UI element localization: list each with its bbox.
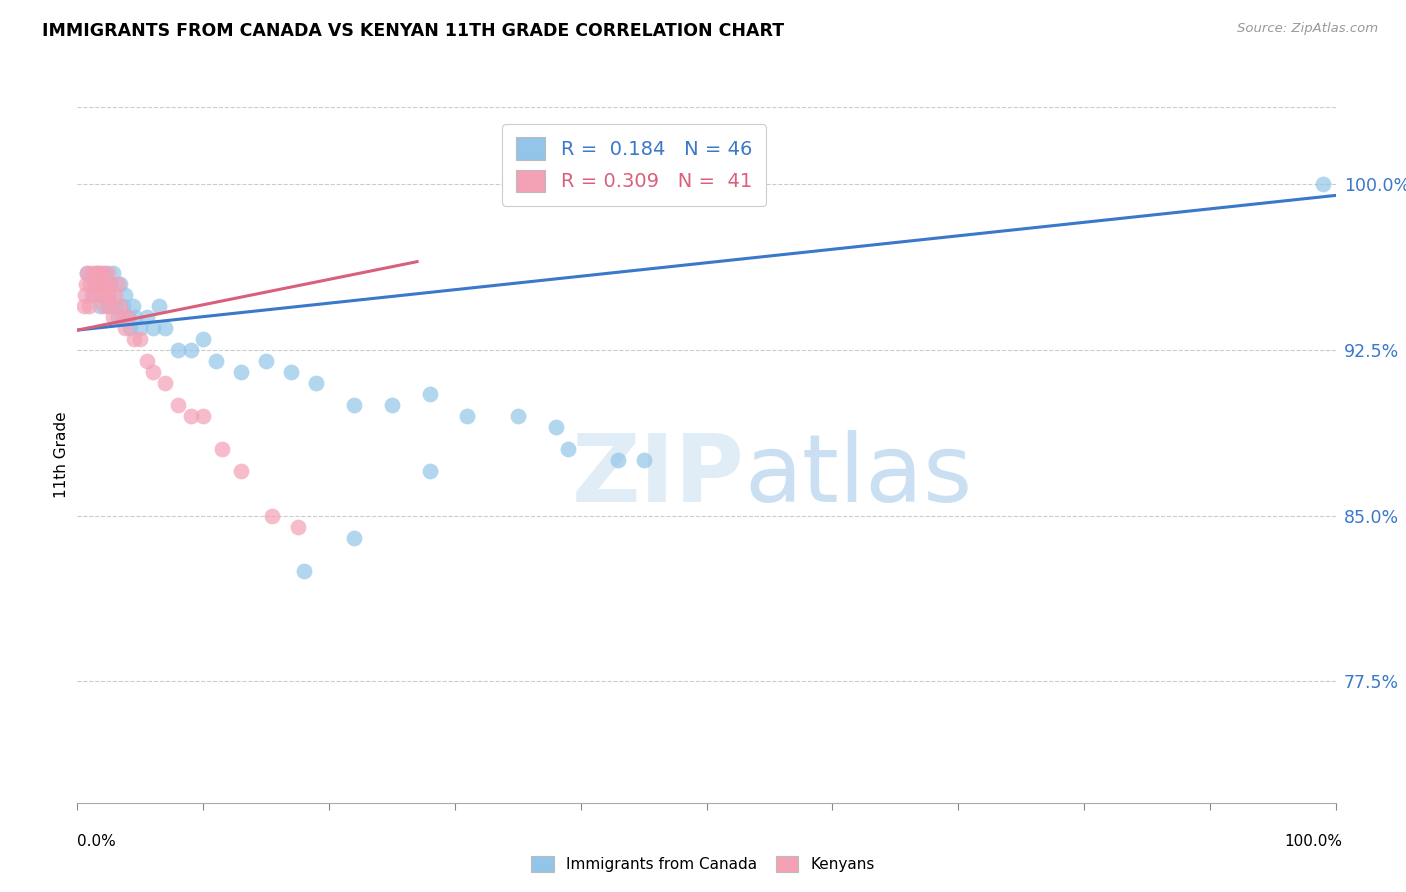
Point (84, 266, 107, 280)
Point (100, 299, 122, 313)
Point (98, 277, 121, 291)
Point (1312, 178, 1334, 192)
Text: ZIP: ZIP (571, 430, 744, 522)
Point (93, 299, 115, 313)
Point (98, 277, 121, 291)
Point (419, 465, 441, 479)
Point (280, 365, 302, 379)
Point (96, 277, 118, 291)
Point (83, 287, 105, 301)
Point (142, 365, 165, 379)
Point (114, 321, 136, 335)
Point (96, 266, 118, 280)
Point (76, 266, 98, 280)
Point (292, 564, 315, 578)
Point (204, 354, 226, 368)
Point (89, 299, 111, 313)
Point (111, 299, 134, 313)
Point (117, 310, 139, 324)
Point (84, 277, 107, 291)
Text: 100.0%: 100.0% (1285, 834, 1343, 849)
Point (79, 277, 101, 291)
Point (305, 376, 328, 391)
Point (155, 376, 177, 391)
Point (287, 519, 309, 533)
Point (89, 287, 111, 301)
Point (135, 354, 157, 368)
Point (82, 287, 104, 301)
Point (96, 299, 118, 313)
Point (75, 277, 97, 291)
Point (229, 465, 252, 479)
Point (191, 409, 215, 424)
Point (97, 287, 120, 301)
Point (121, 299, 143, 313)
Point (104, 287, 127, 301)
Point (101, 266, 124, 280)
Point (343, 531, 366, 545)
Point (101, 310, 124, 324)
Legend: R =  0.184   N = 46, R = 0.309   N =  41: R = 0.184 N = 46, R = 0.309 N = 41 (502, 124, 766, 205)
Point (94, 287, 117, 301)
Point (86, 277, 108, 291)
Point (381, 398, 404, 412)
Point (419, 387, 441, 401)
Legend: Immigrants from Canada, Kenyans: Immigrants from Canada, Kenyans (523, 848, 883, 880)
Point (97, 287, 120, 301)
Point (117, 310, 139, 324)
Point (114, 287, 136, 301)
Point (167, 398, 190, 412)
Point (211, 442, 233, 457)
Point (142, 321, 165, 335)
Point (254, 354, 277, 368)
Point (82, 266, 104, 280)
Point (122, 332, 145, 346)
Text: 0.0%: 0.0% (77, 834, 117, 849)
Point (135, 310, 157, 324)
Point (229, 365, 252, 379)
Point (104, 299, 127, 313)
Point (262, 508, 284, 523)
Point (633, 453, 655, 467)
Point (107, 310, 129, 324)
Text: IMMIGRANTS FROM CANADA VS KENYAN 11TH GRADE CORRELATION CHART: IMMIGRANTS FROM CANADA VS KENYAN 11TH GR… (42, 22, 785, 40)
Point (148, 299, 170, 313)
Point (72, 299, 94, 313)
Point (180, 343, 202, 357)
Point (91, 277, 114, 291)
Point (77, 299, 100, 313)
Point (155, 321, 177, 335)
Point (94, 266, 117, 280)
Point (108, 277, 131, 291)
Point (557, 442, 579, 457)
Point (167, 343, 190, 357)
Point (544, 420, 567, 434)
Point (506, 409, 529, 424)
Point (86, 266, 108, 280)
Y-axis label: 11th Grade: 11th Grade (53, 411, 69, 499)
Text: atlas: atlas (744, 430, 973, 522)
Point (124, 310, 146, 324)
Point (180, 409, 202, 424)
Point (107, 277, 129, 291)
Point (191, 332, 215, 346)
Point (76, 266, 98, 280)
Point (91, 266, 114, 280)
Point (120, 321, 142, 335)
Point (90, 277, 112, 291)
Point (87, 266, 110, 280)
Point (73, 287, 96, 301)
Point (456, 409, 478, 424)
Point (108, 299, 131, 313)
Text: Source: ZipAtlas.com: Source: ZipAtlas.com (1237, 22, 1378, 36)
Point (607, 453, 630, 467)
Point (111, 310, 134, 324)
Point (129, 321, 152, 335)
Point (343, 398, 366, 412)
Point (84, 277, 107, 291)
Point (129, 332, 152, 346)
